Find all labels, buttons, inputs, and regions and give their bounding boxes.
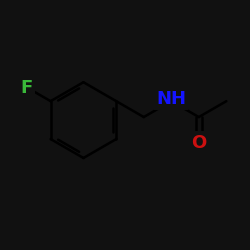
Text: NH: NH — [156, 90, 186, 108]
Text: F: F — [20, 79, 32, 97]
Text: O: O — [191, 134, 206, 152]
